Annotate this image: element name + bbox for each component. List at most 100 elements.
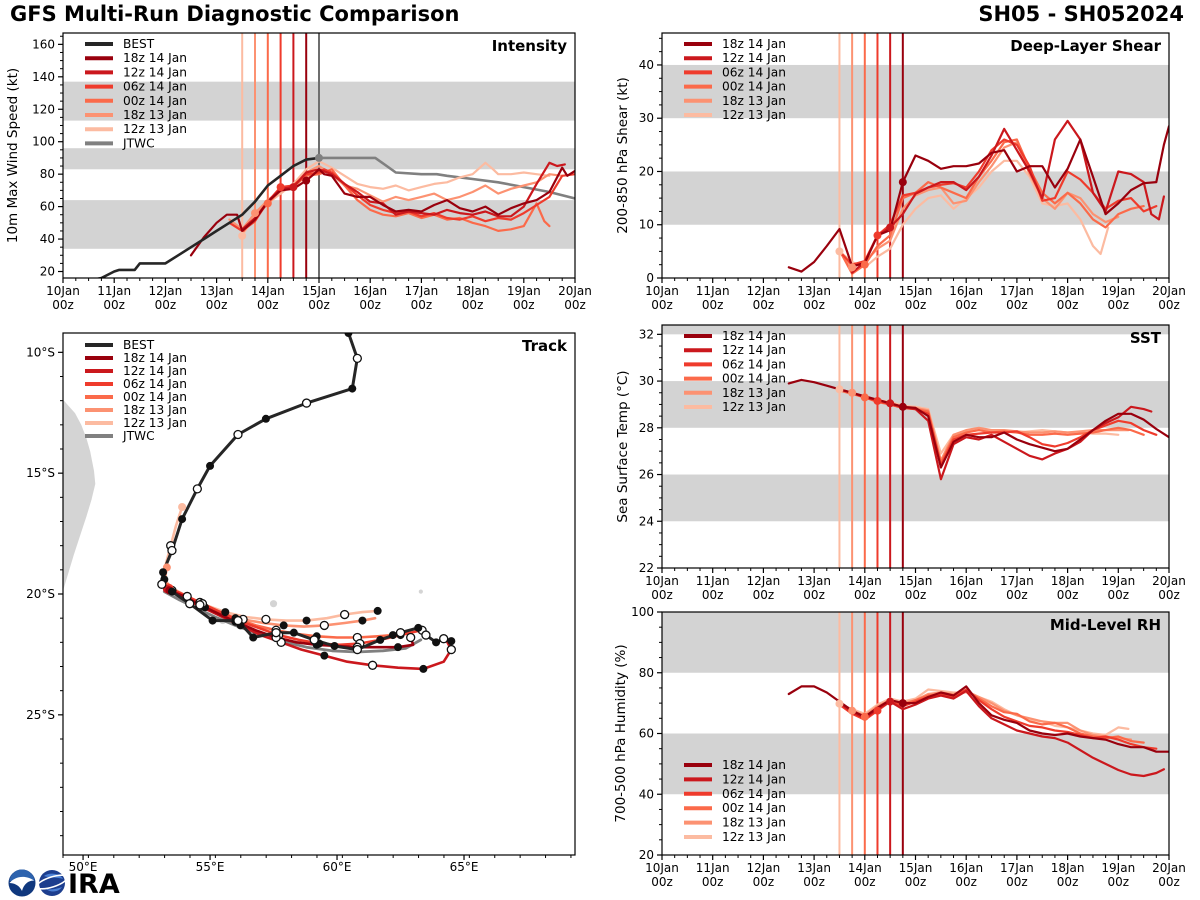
rh-axes: 10Jan00z11Jan00z12Jan00z13Jan00z14Jan00z…: [631, 605, 1186, 889]
rh-y-axis-label: 700-500 hPa Humidity (%): [613, 644, 629, 822]
shear-axes: 10Jan00z11Jan00z12Jan00z13Jan00z14Jan00z…: [639, 37, 1186, 312]
svg-text:22: 22: [639, 561, 654, 575]
svg-text:20: 20: [639, 848, 654, 862]
storm-id-title: SH05 - SH052024: [978, 2, 1184, 26]
svg-text:20Jan: 20Jan: [1152, 574, 1186, 588]
sst-panel: 10Jan00z11Jan00z12Jan00z13Jan00z14Jan00z…: [615, 324, 1186, 602]
svg-text:16Jan: 16Jan: [949, 574, 983, 588]
svg-text:00z: 00z: [955, 588, 977, 602]
shear-series-12z-14-jan: [851, 119, 1165, 274]
svg-text:12z 14 Jan: 12z 14 Jan: [722, 772, 786, 786]
sst-markers-18z-13-jan: [848, 388, 857, 397]
svg-text:17Jan: 17Jan: [1000, 861, 1034, 875]
svg-text:40: 40: [639, 787, 654, 801]
svg-text:20Jan: 20Jan: [558, 284, 592, 298]
svg-text:00z 14 Jan: 00z 14 Jan: [722, 372, 786, 386]
svg-text:19Jan: 19Jan: [1101, 284, 1135, 298]
svg-text:00z: 00z: [1006, 875, 1028, 889]
svg-text:BEST: BEST: [123, 338, 155, 352]
track-markers-best: [157, 333, 456, 655]
svg-text:14Jan: 14Jan: [848, 574, 882, 588]
sst-axes: 10Jan00z11Jan00z12Jan00z13Jan00z14Jan00z…: [639, 327, 1186, 602]
svg-text:00z: 00z: [803, 298, 825, 312]
svg-text:00z: 00z: [651, 875, 673, 889]
svg-text:18Jan: 18Jan: [1051, 284, 1085, 298]
svg-text:00z 14 Jan: 00z 14 Jan: [722, 801, 786, 815]
svg-text:80: 80: [40, 167, 55, 181]
svg-text:15Jan: 15Jan: [899, 574, 933, 588]
svg-text:06z 14 Jan: 06z 14 Jan: [123, 80, 187, 94]
svg-text:10: 10: [639, 218, 654, 232]
svg-text:60°E: 60°E: [323, 860, 352, 874]
svg-text:00z: 00z: [1006, 588, 1028, 602]
svg-text:10°S: 10°S: [26, 345, 55, 359]
svg-text:00z: 00z: [462, 298, 484, 312]
rh-panel: 10Jan00z11Jan00z12Jan00z13Jan00z14Jan00z…: [613, 605, 1186, 889]
intensity-markers-jtwc: [315, 153, 323, 162]
island: [417, 588, 424, 595]
svg-text:00z 14 Jan: 00z 14 Jan: [123, 94, 187, 108]
svg-text:00z: 00z: [803, 588, 825, 602]
svg-text:00z: 00z: [702, 298, 724, 312]
svg-text:10Jan: 10Jan: [645, 861, 679, 875]
svg-text:0: 0: [646, 271, 654, 285]
svg-text:40: 40: [639, 58, 654, 72]
svg-text:18z 13 Jan: 18z 13 Jan: [722, 94, 786, 108]
sst-category-band: [662, 474, 1169, 522]
sst-category-band: [662, 325, 1169, 335]
intensity-markers-12z-14-jan: [289, 183, 298, 192]
svg-text:11Jan: 11Jan: [97, 284, 131, 298]
svg-text:00z: 00z: [1158, 298, 1180, 312]
svg-text:120: 120: [32, 102, 55, 116]
sst-title: SST: [1130, 329, 1162, 347]
svg-text:140: 140: [32, 70, 55, 84]
svg-text:10Jan: 10Jan: [645, 574, 679, 588]
shear-markers-00z-14-jan: [860, 260, 869, 269]
intensity-series-jtwc: [317, 156, 575, 200]
svg-text:32: 32: [639, 327, 654, 341]
svg-text:14Jan: 14Jan: [848, 861, 882, 875]
svg-text:12z 13 Jan: 12z 13 Jan: [123, 122, 187, 136]
svg-text:18z 14 Jan: 18z 14 Jan: [722, 329, 786, 343]
sst-markers-18z-14-jan: [898, 402, 907, 411]
logos: IRA: [8, 869, 120, 900]
svg-text:100: 100: [32, 135, 55, 149]
svg-text:18Jan: 18Jan: [456, 284, 490, 298]
svg-text:30: 30: [639, 111, 654, 125]
svg-text:12z 14 Jan: 12z 14 Jan: [123, 65, 187, 79]
intensity-series-12z-14-jan: [241, 161, 566, 231]
rh-category-band: [662, 612, 1169, 673]
svg-text:00z: 00z: [905, 875, 927, 889]
svg-text:00z: 00z: [753, 875, 775, 889]
sst-markers-06z-14-jan: [873, 396, 882, 405]
rh-markers-12z-14-jan: [886, 697, 895, 706]
cira-logo-text: IRA: [68, 869, 120, 900]
svg-text:18z 13 Jan: 18z 13 Jan: [722, 816, 786, 830]
svg-text:00z: 00z: [1006, 298, 1028, 312]
svg-text:11Jan: 11Jan: [696, 574, 730, 588]
svg-text:20Jan: 20Jan: [1152, 861, 1186, 875]
svg-text:25°S: 25°S: [26, 708, 55, 722]
sst-markers-12z-14-jan: [886, 399, 895, 408]
svg-text:00z: 00z: [1108, 298, 1130, 312]
svg-text:00z: 00z: [1057, 875, 1079, 889]
rh-markers-18z-14-jan: [898, 699, 907, 708]
shear-panel: 10Jan00z11Jan00z12Jan00z13Jan00z14Jan00z…: [615, 32, 1186, 312]
svg-text:12z 14 Jan: 12z 14 Jan: [722, 343, 786, 357]
rh-title: Mid-Level RH: [1050, 616, 1161, 634]
svg-text:20°S: 20°S: [26, 587, 55, 601]
svg-text:00z: 00z: [1057, 298, 1079, 312]
track-title: Track: [522, 337, 568, 355]
svg-text:55°E: 55°E: [196, 860, 225, 874]
intensity-markers-00z-14-jan: [263, 199, 272, 208]
svg-text:13Jan: 13Jan: [797, 574, 831, 588]
svg-text:00z: 00z: [513, 298, 535, 312]
svg-text:50°E: 50°E: [69, 860, 98, 874]
svg-text:40: 40: [40, 232, 55, 246]
svg-text:12z 13 Jan: 12z 13 Jan: [722, 830, 786, 844]
svg-text:16Jan: 16Jan: [353, 284, 387, 298]
svg-text:17Jan: 17Jan: [1000, 284, 1034, 298]
svg-text:00z 14 Jan: 00z 14 Jan: [123, 390, 187, 404]
